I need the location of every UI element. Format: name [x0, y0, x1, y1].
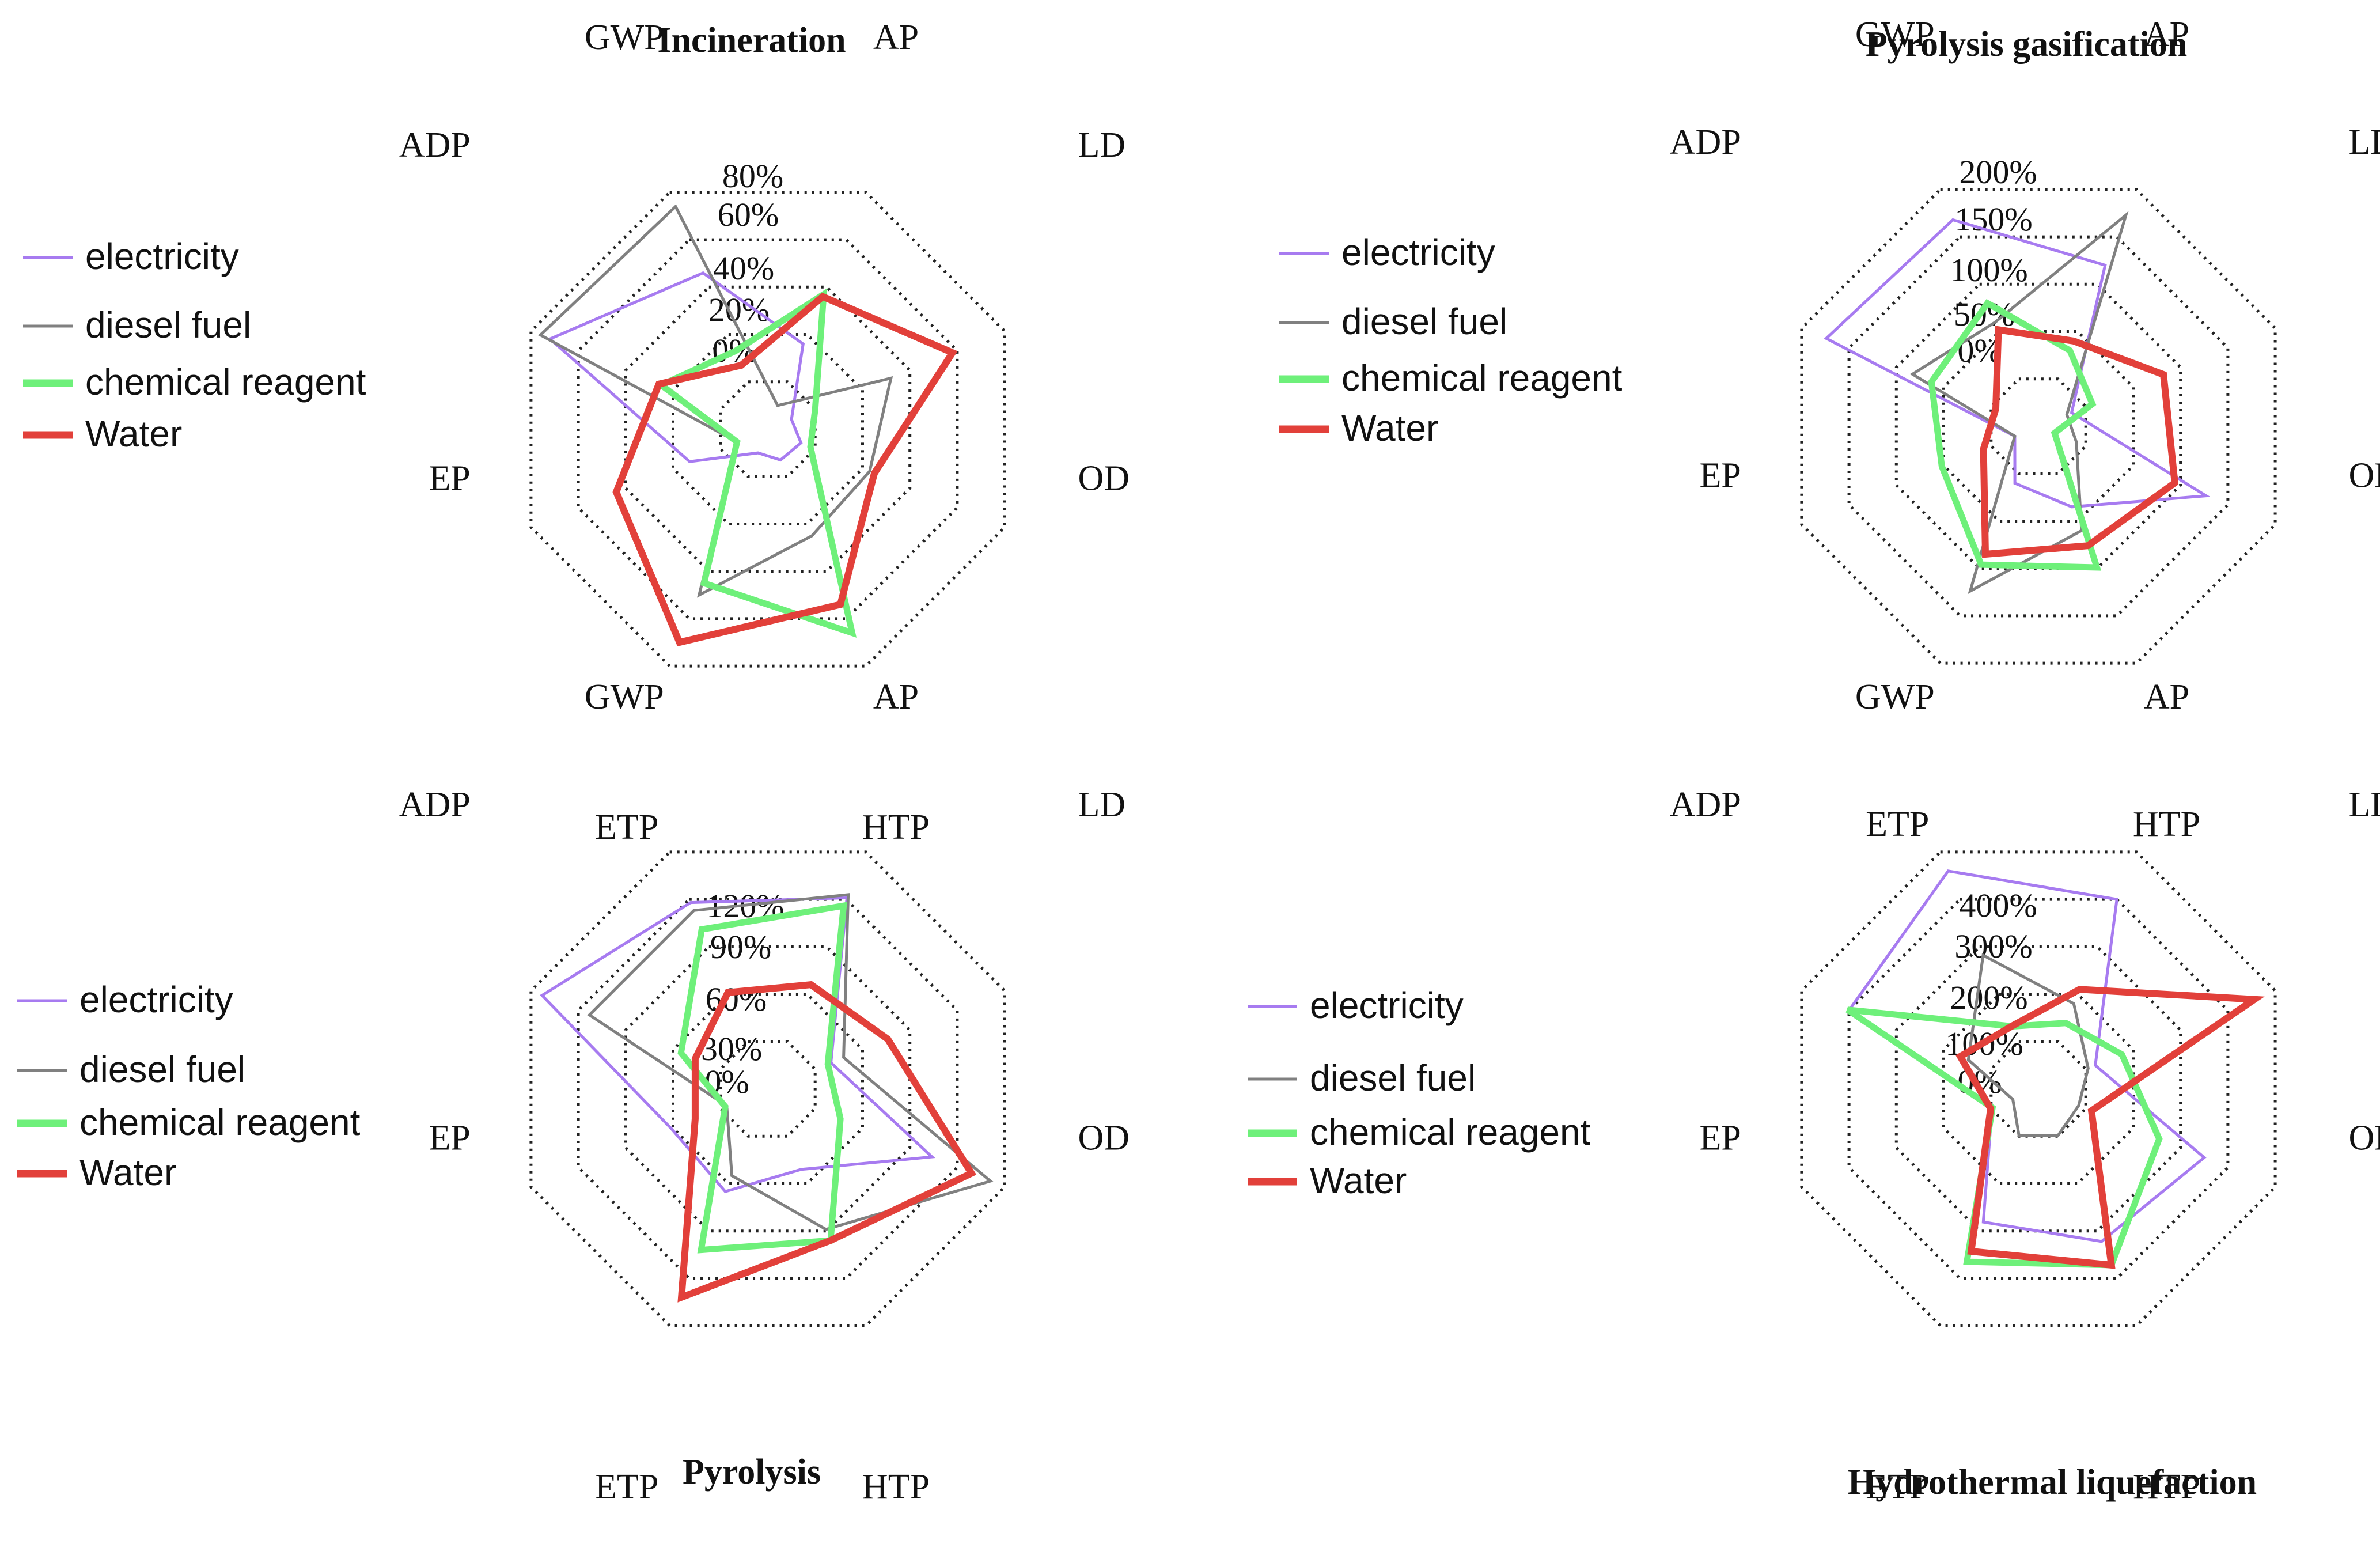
axis-label-gwp: GWP: [1855, 15, 1935, 54]
tick-label: 40%: [713, 249, 774, 287]
axis-label-ap: AP: [873, 678, 919, 717]
series-line-water: [677, 981, 977, 1303]
series-line-electricity: [1847, 869, 2207, 1243]
series-line-water: [612, 292, 958, 647]
legend: electricity diesel fuel chemical reagent Wa…: [23, 236, 366, 455]
legend-label-diesel-fuel: diesel fuel: [1341, 301, 1507, 342]
radar-chart-hydrothermal-liquefaction: 0%100%200%300%400%GWPAPLDODHTPETPEPADPHy…: [1248, 678, 2380, 1507]
legend: electricity diesel fuel chemical reagent Wa…: [1248, 985, 1591, 1201]
axis-label-etp: ETP: [1866, 805, 1929, 844]
chart-title: Pyrolysis: [683, 1452, 821, 1492]
series-line-chemical-reagent: [655, 288, 857, 638]
tick-label: 100%: [1950, 251, 2027, 289]
series-line-water: [1980, 326, 2179, 558]
legend-label-water: Water: [1341, 407, 1438, 449]
axis-label-htp: HTP: [2133, 1467, 2200, 1507]
series-line-electricity: [1824, 218, 2211, 509]
axis-label-htp: HTP: [862, 808, 930, 847]
axis-label-od: OD: [2348, 456, 2380, 495]
axis-label-gwp: GWP: [1855, 678, 1935, 717]
legend-label-chemical-reagent: chemical reagent: [1310, 1111, 1591, 1153]
axis-label-adp: ADP: [1670, 123, 1741, 162]
legend-label-diesel-fuel: diesel fuel: [79, 1049, 245, 1090]
axis-label-etp: ETP: [595, 808, 658, 847]
axis-label-etp: ETP: [1866, 1467, 1929, 1507]
tick-label: 90%: [710, 928, 771, 966]
axis-label-gwp: GWP: [585, 678, 664, 717]
axis-label-ep: EP: [1699, 456, 1741, 495]
tick-label: 80%: [722, 157, 783, 195]
grid-ring-4: [1847, 898, 2230, 1280]
grid-ring-5: [1800, 188, 2277, 665]
grid-ring-2: [672, 333, 864, 525]
series-line-diesel-fuel: [1966, 953, 2090, 1137]
axis-label-od: OD: [2348, 1119, 2380, 1158]
series-line-water: [1955, 986, 2265, 1269]
legend-label-chemical-reagent: chemical reagent: [1341, 357, 1623, 399]
tick-label: 20%: [708, 291, 770, 328]
axis-label-adp: ADP: [1670, 785, 1741, 824]
axis-label-ld: LD: [2348, 785, 2380, 824]
legend-label-chemical-reagent: chemical reagent: [79, 1102, 361, 1143]
axis-label-htp: HTP: [862, 1467, 930, 1507]
tick-label: 30%: [701, 1030, 762, 1068]
axis-label-ep: EP: [1699, 1119, 1741, 1158]
chart-title: Incineration: [657, 21, 846, 60]
chart-title: Hydrothermal liquefaction: [1848, 1463, 2257, 1502]
axis-label-ep: EP: [429, 459, 470, 498]
tick-label: 200%: [1959, 153, 2037, 191]
axis-label-gwp: GWP: [585, 18, 664, 57]
axis-label-ep: EP: [429, 1119, 470, 1158]
radar-chart-incineration: 0%20%40%60%80%GWP APLDODHTPETPEPADPIncine…: [23, 18, 1130, 847]
tick-label: 300%: [1954, 928, 2032, 965]
legend-label-electricity: electricity: [85, 236, 239, 277]
legend-label-water: Water: [85, 413, 182, 455]
axis-label-ap: AP: [873, 18, 919, 57]
legend: electricity diesel fuel chemical reagent Wa…: [1279, 232, 1623, 449]
radar-chart-pyrolysis-gasification: 0%50%100%150%200%GWPAPLDODHTPETPEPADPPyr…: [1279, 15, 2380, 844]
series-line-diesel-fuel: [587, 893, 994, 1231]
axis-label-od: OD: [1078, 1119, 1130, 1158]
axis-label-ld: LD: [2348, 123, 2380, 162]
axis-label-adp: ADP: [399, 785, 471, 824]
legend-label-electricity: electricity: [1310, 985, 1464, 1026]
legend-label-electricity: electricity: [79, 979, 233, 1020]
axis-label-ld: LD: [1078, 126, 1125, 165]
axis-label-htp: HTP: [2133, 805, 2200, 844]
series-line-electricity: [547, 271, 805, 463]
axis-label-etp: ETP: [595, 1467, 658, 1507]
series-line-chemical-reagent: [1928, 298, 2102, 571]
legend-label-water: Water: [79, 1152, 176, 1193]
tick-label: 60%: [718, 196, 779, 233]
legend-label-chemical-reagent: chemical reagent: [85, 361, 366, 403]
tick-label: 200%: [1950, 979, 2027, 1016]
chart-title: Pyrolysis gasification: [1866, 25, 2188, 64]
radar-chart-pyrolysis: 0%30%60%90%120%GWP APLDODHTPETPEPADPPyrol…: [17, 678, 1130, 1507]
axis-label-ld: LD: [1078, 785, 1125, 824]
legend: electricity diesel fuel chemical reagent Wa…: [17, 979, 361, 1193]
axis-label-ap: AP: [2144, 15, 2189, 54]
axis-label-ap: AP: [2144, 678, 2189, 717]
legend-label-water: Water: [1310, 1160, 1407, 1201]
series-line-diesel-fuel: [1909, 211, 2129, 595]
legend-label-electricity: electricity: [1341, 232, 1495, 273]
legend-label-diesel-fuel: diesel fuel: [1310, 1057, 1476, 1099]
legend-label-diesel-fuel: diesel fuel: [85, 304, 251, 346]
axis-label-od: OD: [1078, 459, 1130, 498]
tick-label: 400%: [1959, 887, 2037, 924]
axis-label-adp: ADP: [399, 126, 471, 165]
